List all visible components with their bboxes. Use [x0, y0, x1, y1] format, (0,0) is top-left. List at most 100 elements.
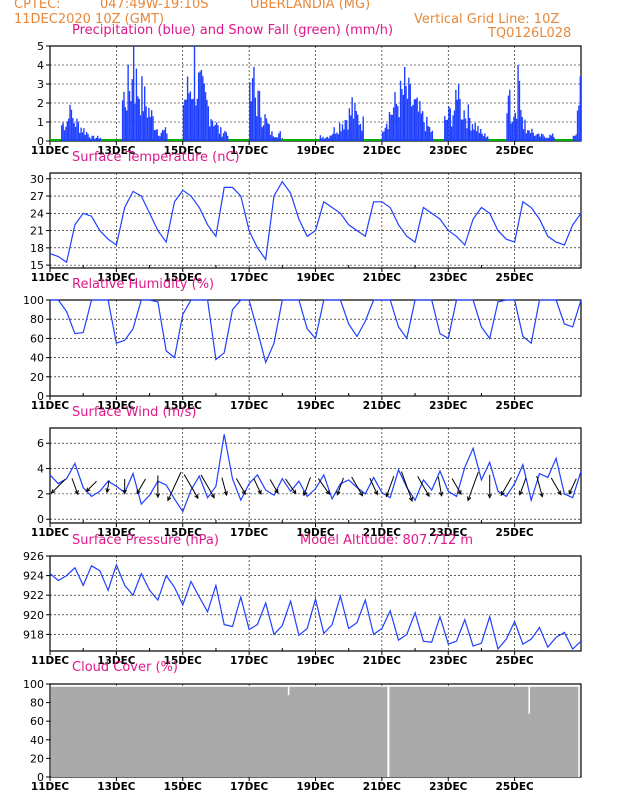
precip-bar — [392, 107, 395, 141]
pressure-xtick-label: 19DEC — [296, 655, 335, 667]
precip-bar — [527, 130, 529, 141]
precip-bar — [336, 132, 338, 141]
precip-bar — [477, 125, 479, 141]
precip-bar — [63, 130, 66, 141]
precip-bar — [467, 104, 469, 141]
precip-bar — [204, 92, 207, 141]
precip-bar — [91, 135, 93, 141]
wind-arrow-head — [336, 490, 341, 496]
precip-bar — [417, 111, 420, 141]
precip-bar — [193, 46, 196, 141]
precip-bar — [398, 117, 400, 141]
precip-bar — [390, 114, 392, 141]
precip-bar — [546, 137, 548, 141]
wind-arrow-head — [155, 493, 161, 499]
precip-bar — [412, 104, 414, 141]
precip-bar — [81, 132, 84, 141]
wind-arrow-head — [292, 489, 297, 495]
precip-bar — [520, 109, 522, 141]
precip-bar — [341, 124, 344, 141]
precip-bar — [575, 134, 577, 141]
wind-arrow — [336, 477, 344, 495]
cloud-ytick-label: 0 — [37, 771, 44, 784]
wind-arrow-head — [358, 491, 363, 497]
precip-bar — [200, 69, 203, 141]
precip-bar — [182, 104, 185, 141]
wind-arrow — [467, 472, 479, 501]
precip-bar — [391, 114, 393, 141]
precip-bar — [514, 112, 517, 141]
precip-bar — [426, 116, 428, 141]
humidity-xtick-label: 21DEC — [363, 400, 402, 412]
precip-bar — [553, 137, 555, 141]
humidity-xtick-label: 19DEC — [296, 400, 335, 412]
precip-bar — [326, 136, 328, 141]
pressure-ytick-label: 922 — [23, 589, 44, 602]
precip-bar — [420, 113, 422, 141]
precip-bar — [196, 98, 198, 141]
precip-bar — [250, 101, 252, 141]
wind-xtick-label: 13DEC — [97, 527, 136, 539]
wind-arrow — [71, 478, 79, 495]
precip-bar — [254, 97, 257, 141]
temperature-ytick-label: 24 — [30, 207, 44, 220]
precip-bar — [206, 99, 208, 141]
precip-bar — [348, 108, 351, 141]
wind-arrow — [536, 475, 543, 497]
wind-arrow-head — [457, 490, 462, 496]
precip-bar — [421, 111, 424, 141]
precip-bar — [155, 130, 157, 141]
wind-arrow — [550, 477, 562, 495]
precip-bar — [572, 135, 575, 141]
precip-bar — [83, 128, 85, 141]
humidity-xtick-label: 11DEC — [31, 400, 70, 412]
precip-bar — [423, 122, 425, 141]
wind-ytick-label: 6 — [37, 437, 44, 450]
precip-bar — [257, 90, 259, 141]
precip-bar — [145, 106, 147, 141]
precip-xtick-label: 17DEC — [230, 145, 269, 157]
precip-bar — [80, 127, 82, 141]
header-grid-note: Vertical Grid Line: 10Z — [414, 12, 560, 27]
precip-bar — [466, 128, 468, 141]
precip-bar — [99, 137, 102, 141]
precip-bar — [166, 133, 168, 141]
precip-bar — [138, 98, 140, 141]
wind-arrow — [369, 477, 378, 495]
precip-bar — [473, 129, 475, 141]
precip-bar — [139, 115, 142, 141]
precip-bar — [431, 130, 434, 141]
precip-bar — [538, 133, 540, 141]
header-coords: 047:49W-19:10S — [100, 0, 209, 12]
precip-bar — [340, 131, 342, 141]
precip-xtick-label: 19DEC — [296, 145, 335, 157]
precip-bar — [69, 104, 71, 141]
wind-arrow — [451, 478, 462, 495]
wind-arrow-head — [105, 488, 110, 494]
pressure-ytick-label: 920 — [23, 609, 44, 622]
precip-bar — [416, 97, 418, 141]
precip-bar — [539, 136, 541, 141]
precip-bar — [427, 126, 429, 141]
wind-arrow-head — [325, 490, 330, 496]
wind-arrow — [303, 477, 311, 496]
wind-xtick-label: 21DEC — [363, 527, 402, 539]
header-location: UBERLANDIA (MG) — [250, 0, 371, 12]
precip-bar — [358, 124, 360, 141]
precip-bar — [404, 66, 406, 141]
wind-arrow — [269, 479, 279, 494]
precip-bar — [202, 76, 204, 141]
wind-arrow-head — [223, 490, 228, 497]
precip-bar — [359, 123, 362, 141]
precip-bar — [485, 137, 487, 141]
wind-arrow — [519, 477, 527, 495]
precip-bar — [79, 133, 81, 141]
precip-bar — [90, 138, 92, 141]
temperature-line — [49, 180, 582, 264]
precip-ytick-label: 1 — [37, 116, 44, 129]
cloud-cover-dip — [387, 686, 390, 777]
humidity-ytick-label: 100 — [23, 294, 44, 307]
cloud-cover-area — [51, 686, 580, 777]
precip-bar — [384, 127, 387, 141]
precip-bar — [540, 133, 543, 141]
